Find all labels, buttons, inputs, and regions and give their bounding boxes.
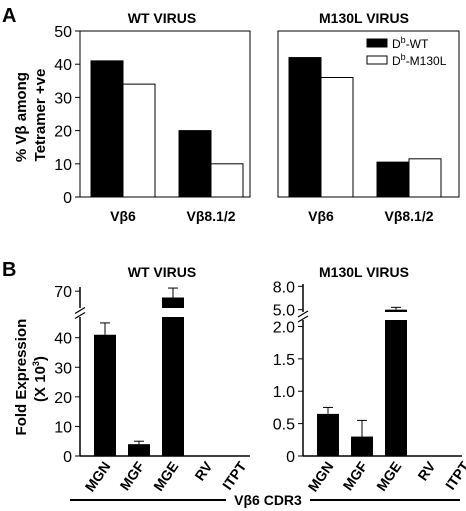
chart-a1-ytick-label: 0 bbox=[63, 190, 72, 207]
chart-b1-break-mark bbox=[74, 311, 86, 320]
chart-a-ylabel: % Vβ among Tetramer +ve bbox=[13, 68, 49, 162]
chart-b2-break-mark bbox=[297, 315, 309, 323]
chart-a1-bar-Vβ8.1/2-db-wt bbox=[178, 130, 212, 198]
legend-swatch-db-wt bbox=[366, 38, 388, 48]
chart-a2-bar-Vβ8.1/2-db-wt bbox=[376, 161, 410, 198]
chart-b-ylabel-unit-end: ) bbox=[32, 356, 49, 361]
chart-b2-bar-MGN bbox=[317, 413, 339, 456]
chart-b2-xtick-label: RV bbox=[414, 458, 438, 483]
chart-a1-bar-Vβ6-db-m130l bbox=[122, 83, 156, 198]
chart-a2-frame bbox=[277, 30, 460, 198]
chart-a2-xtick-label: Vβ8.1/2 bbox=[384, 208, 433, 224]
chart-b1-xtick-label: MGF bbox=[117, 458, 148, 493]
chart-b-ylabel: Fold Expression (X 103) bbox=[13, 315, 49, 436]
chart-a1-bar-Vβ8.1/2-db-m130l bbox=[210, 163, 244, 198]
chart-b-ylabel-sup: 3 bbox=[31, 361, 41, 366]
chart-a1-bar-Vβ6-db-wt bbox=[90, 60, 124, 198]
chart-b1-ytick-label: 0 bbox=[63, 449, 72, 466]
panel-label-a: A bbox=[2, 5, 16, 27]
chart-b2-ytick-label: 1.0 bbox=[273, 384, 295, 401]
chart-b2-bar-MGE-upper bbox=[385, 309, 407, 312]
legend-label-db-wt: Db-WT bbox=[392, 35, 429, 51]
chart-a1-ytick-label: 20 bbox=[54, 124, 72, 141]
chart-b2-bar-MGF bbox=[351, 436, 373, 456]
chart-a-ylabel-line1: % Vβ among bbox=[13, 72, 30, 162]
chart-a1-ytick-label: 10 bbox=[54, 157, 72, 174]
panel-label-b: B bbox=[2, 259, 16, 281]
chart-b1-bar-MGN bbox=[94, 334, 116, 456]
chart-b1-bar-MGE-lower bbox=[162, 317, 184, 456]
chart-b2-break-mark bbox=[297, 310, 309, 318]
chart-b2-xtick-label: MGF bbox=[340, 458, 371, 493]
chart-b1-ytick-label: 30 bbox=[54, 360, 72, 377]
chart-b-ylabel-unit: (X 10 bbox=[32, 366, 49, 402]
chart-b1-title: WT VIRUS bbox=[128, 264, 196, 280]
chart-b1-ytick-label: 70 bbox=[54, 284, 72, 301]
chart-b2-xtick-label: MGN bbox=[305, 459, 337, 495]
chart-a1-ytick-label: 40 bbox=[54, 57, 72, 74]
chart-b2-title: M130L VIRUS bbox=[319, 264, 409, 280]
chart-a1-frame bbox=[79, 30, 251, 198]
chart-b1-bar-MGE-upper bbox=[162, 297, 184, 308]
chart-b1-xtick-label: MGE bbox=[150, 459, 181, 494]
legend-swatch-db-m130l bbox=[366, 55, 388, 65]
chart-b2-ytick-label: 0 bbox=[286, 449, 295, 466]
chart-b2-xtick-label: ITPT bbox=[442, 458, 466, 492]
chart-b2-ytick-label: 0.5 bbox=[273, 417, 295, 434]
chart-a1-xtick-label: Vβ8.1/2 bbox=[186, 208, 235, 224]
chart-b2-ytick-label: 2.0 bbox=[273, 319, 295, 336]
chart-a2-legend: Db-WT Db-M130L bbox=[366, 35, 447, 68]
chart-a1-ytick-label: 50 bbox=[54, 24, 72, 41]
legend-label-db-m130l: Db-M130L bbox=[392, 52, 447, 68]
chart-b1-xtick-label: ITPT bbox=[219, 458, 250, 492]
chart-b1-bar-MGF bbox=[128, 444, 150, 456]
chart-b-ylabel-line1: Fold Expression bbox=[13, 319, 30, 436]
chart-a2-bar-Vβ6-db-wt bbox=[288, 57, 322, 198]
chart-b2-ytick-label: 1.5 bbox=[273, 352, 295, 369]
chart-b1-ytick-label: 40 bbox=[54, 331, 72, 348]
chart-a2-xtick-label: Vβ6 bbox=[308, 208, 334, 224]
chart-a-ylabel-line2: Tetramer +ve bbox=[32, 69, 49, 162]
cdr3-bracket-label: Vβ6 CDR3 bbox=[234, 492, 302, 508]
chart-b2-xtick-label: MGE bbox=[373, 459, 404, 494]
chart-a1-xtick-label: Vβ6 bbox=[110, 208, 136, 224]
chart-a2-title: M130L VIRUS bbox=[319, 10, 409, 26]
chart-b1-xtick-label: MGN bbox=[82, 459, 114, 495]
chart-b2-bar-MGE-lower bbox=[385, 320, 407, 456]
chart-b1-break-mark bbox=[74, 306, 86, 315]
chart-a1-title: WT VIRUS bbox=[128, 10, 196, 26]
chart-b1-xtick-label: RV bbox=[191, 458, 215, 483]
chart-b2-ytick-label: 5.0 bbox=[273, 303, 295, 320]
chart-a2-bar-Vβ8.1/2-db-m130l bbox=[408, 158, 442, 198]
chart-b1-ytick-label: 10 bbox=[54, 419, 72, 436]
chart-a2-bar-Vβ6-db-m130l bbox=[320, 76, 354, 198]
chart-b2-ytick-label: 8.0 bbox=[273, 279, 295, 296]
chart-b1-ytick-label: 20 bbox=[54, 390, 72, 407]
chart-a1-ytick-label: 30 bbox=[54, 90, 72, 107]
